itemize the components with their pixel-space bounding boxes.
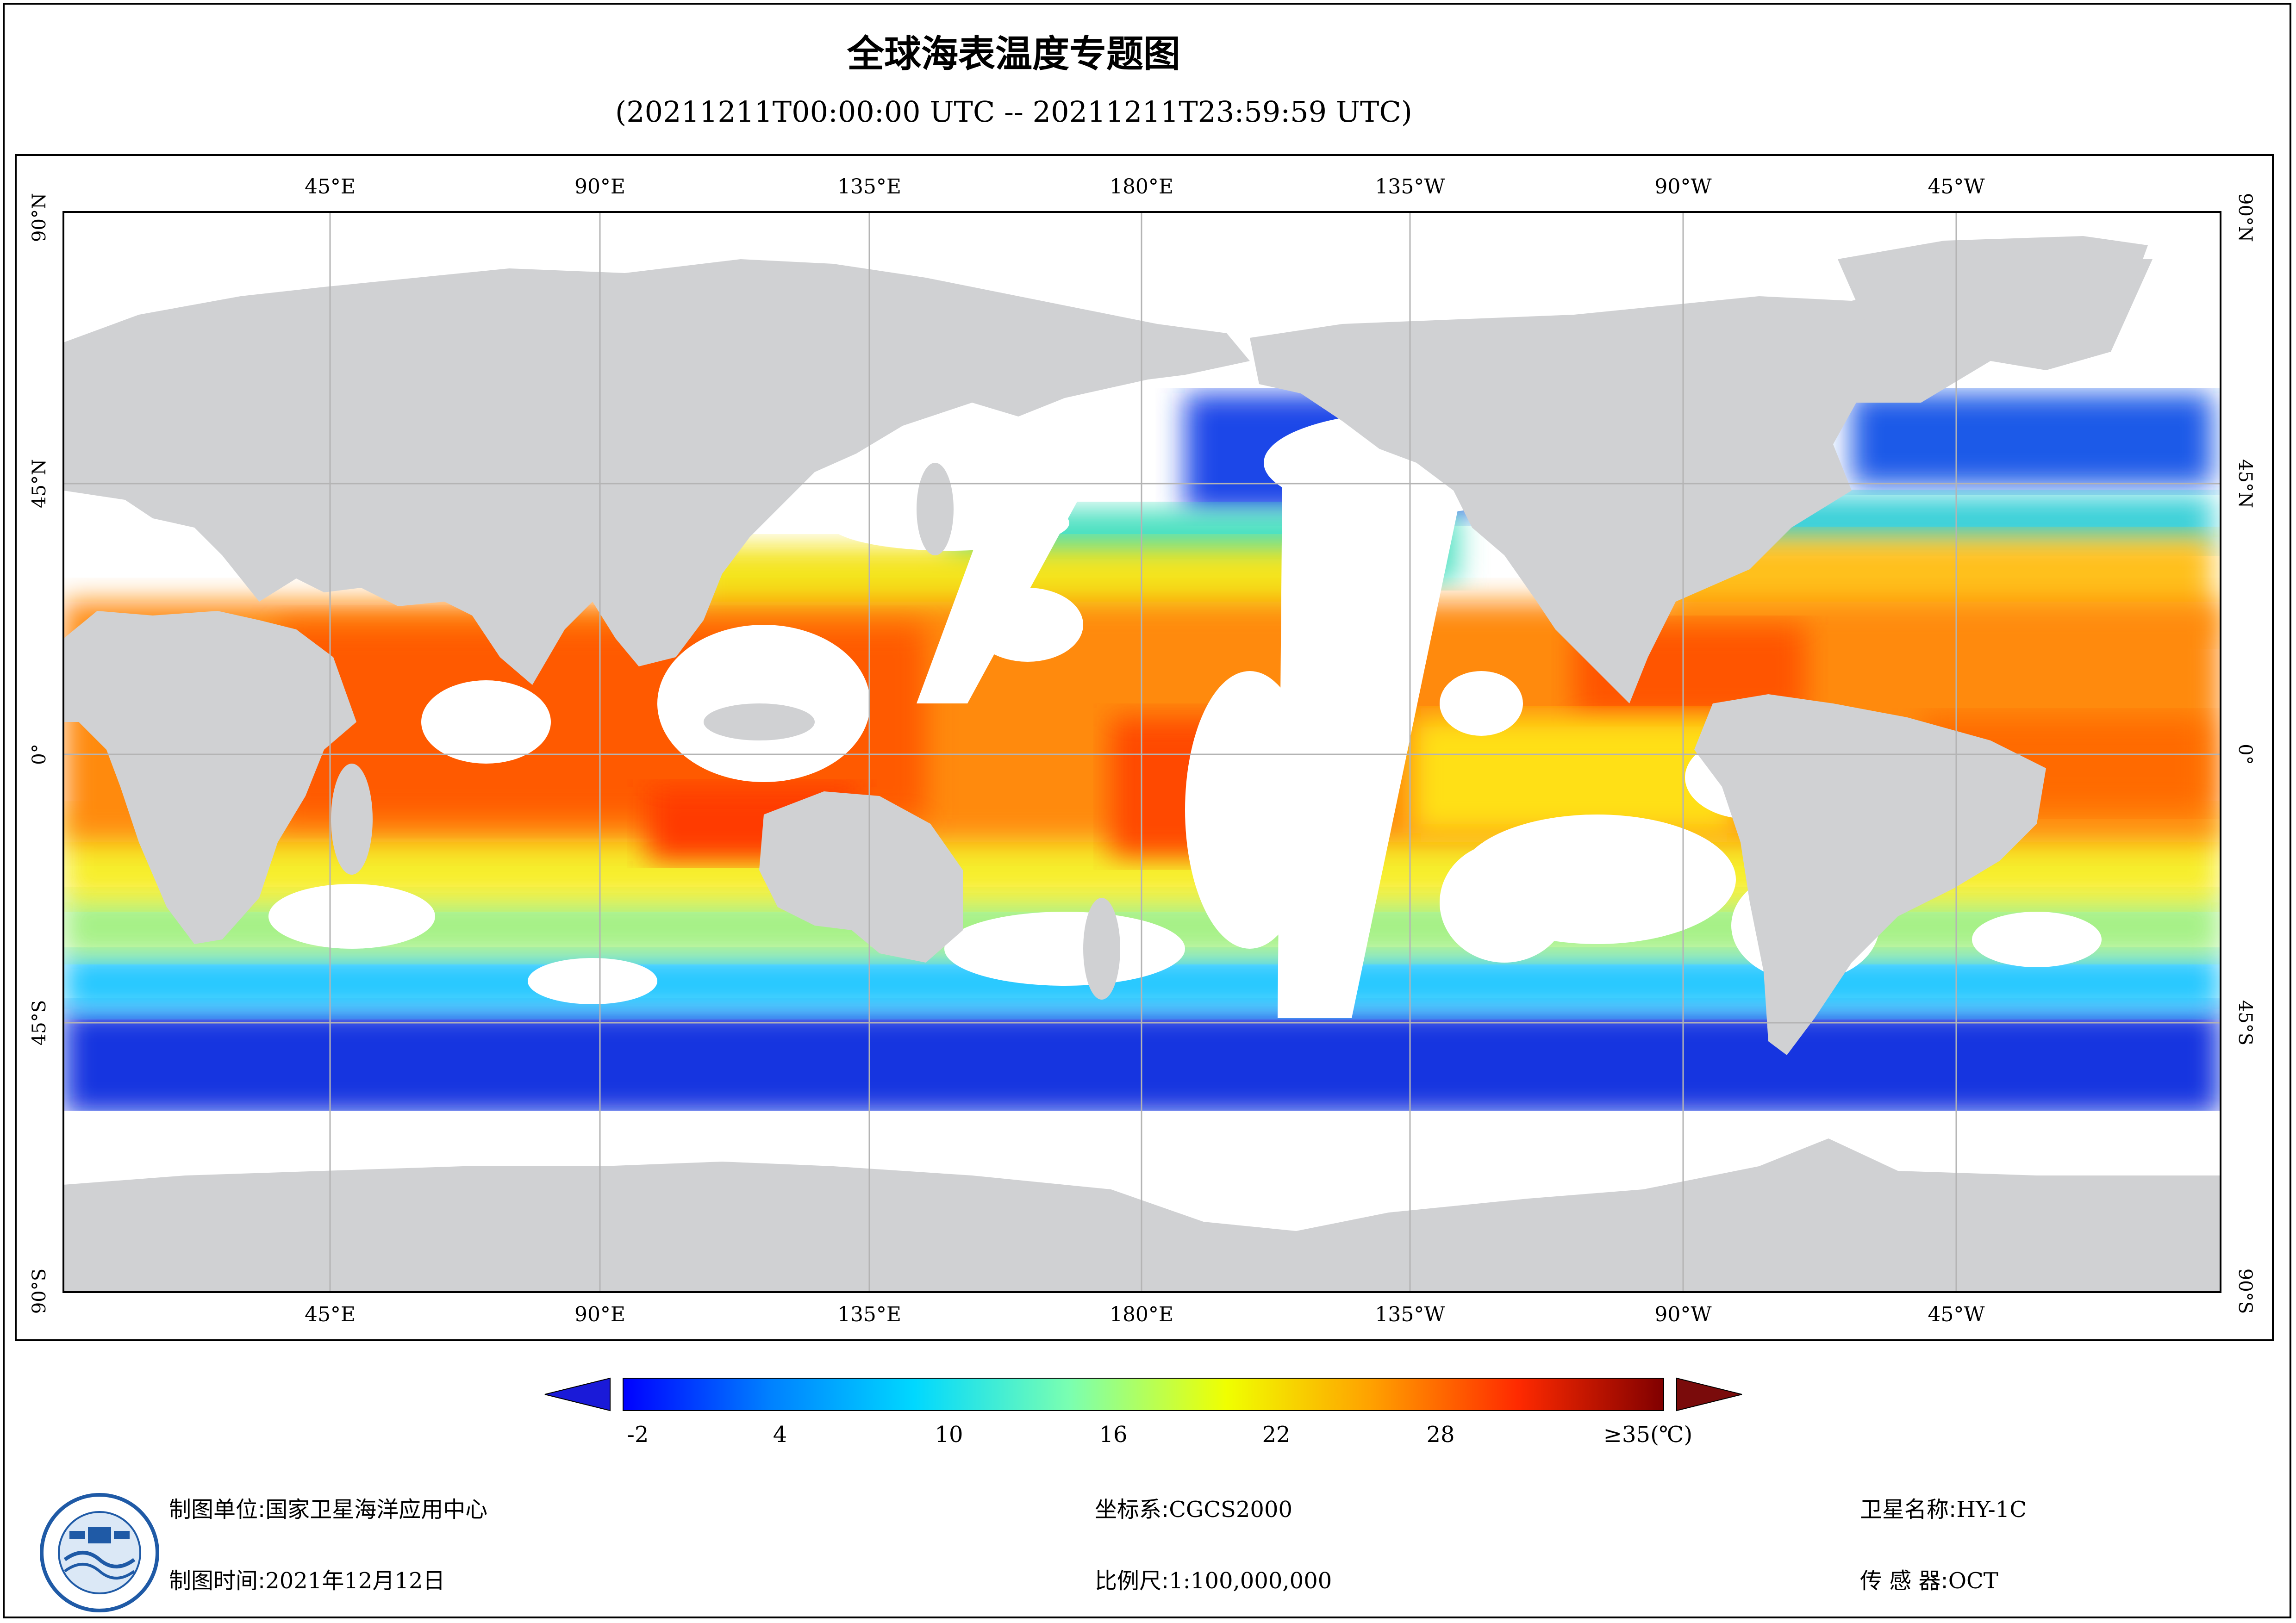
africa-land — [63, 611, 356, 944]
east-pacific-yellow — [1412, 717, 1736, 833]
lat-label-left: 90°N — [29, 193, 50, 242]
time-label: 制图时间: — [169, 1568, 266, 1594]
lon-label-top: 90°E — [574, 175, 626, 199]
lat-label-left: 0° — [29, 744, 50, 765]
madagascar-land — [331, 764, 373, 875]
lat-label-left: 45°S — [29, 1000, 50, 1046]
colorbar-gradient — [623, 1378, 1664, 1411]
australia-land — [759, 791, 963, 963]
lat-label-right: 45°N — [2234, 459, 2256, 508]
south-america-land — [1694, 694, 2046, 1055]
lat-label-right: 0° — [2234, 744, 2256, 765]
colorbar-under-arrow — [544, 1377, 611, 1412]
producer-value: 国家卫星海洋应用中心 — [265, 1497, 488, 1523]
lat-label-right: 90°N — [2234, 193, 2256, 242]
colorbar-over-arrow — [1676, 1377, 1742, 1412]
scale-value: 1:100,000,000 — [1169, 1568, 1332, 1594]
lon-label-bottom: 45°W — [1928, 1303, 1985, 1326]
scale-info: 比例尺:1:100,000,000 — [1095, 1562, 1332, 1595]
time-range-subtitle: (20211211T00:00:00 UTC -- 20211211T23:59… — [615, 95, 1412, 129]
greenland-land — [1838, 236, 2148, 370]
crs-info: 坐标系:CGCS2000 — [1095, 1491, 1292, 1524]
map-inner-border — [62, 211, 2221, 1293]
sensor-label: 传 感 器: — [1860, 1568, 1948, 1594]
lon-label-top: 135°W — [1375, 175, 1445, 199]
lon-label-bottom: 180°E — [1109, 1303, 1174, 1326]
colorbar — [544, 1377, 1742, 1412]
colorbar-tick: ≥35(℃) — [1603, 1422, 1693, 1448]
producer-info: 制图单位:国家卫星海洋应用中心 — [169, 1491, 487, 1524]
map-frame — [15, 154, 2274, 1341]
satellite-info: 卫星名称:HY-1C — [1860, 1491, 2027, 1524]
lon-label-bottom: 135°W — [1375, 1303, 1445, 1326]
indonesia-land — [704, 703, 815, 740]
lat-label-right: 45°S — [2234, 1000, 2256, 1046]
colorbar-tick: 4 — [773, 1422, 787, 1448]
page-border — [3, 3, 2291, 1618]
lon-label-bottom: 45°E — [304, 1303, 356, 1326]
colorbar-tick: 10 — [935, 1422, 963, 1448]
sensor-value: OCT — [1948, 1568, 1998, 1594]
japan-land — [917, 463, 954, 555]
lon-label-top: 45°W — [1928, 175, 1985, 199]
sensor-info: 传 感 器:OCT — [1860, 1562, 1998, 1595]
colorbar-tick: 22 — [1262, 1422, 1291, 1448]
lon-label-bottom: 90°E — [574, 1303, 626, 1326]
north-atlantic-cold — [1852, 393, 2213, 486]
new-zealand-land — [1083, 898, 1120, 1000]
crs-value: CGCS2000 — [1169, 1497, 1293, 1523]
colorbar-tick: 16 — [1099, 1422, 1128, 1448]
lon-label-bottom: 135°E — [837, 1303, 902, 1326]
land-layer — [63, 236, 2221, 1292]
graticule — [63, 212, 2221, 1292]
eurasia-land — [63, 259, 1250, 685]
time-value: 2021年12月12日 — [265, 1568, 445, 1594]
colorbar-tick: 28 — [1426, 1422, 1455, 1448]
lat-label-left: 90°S — [29, 1268, 50, 1314]
producer-label: 制图单位: — [169, 1497, 266, 1523]
lon-label-bottom: 90°W — [1654, 1303, 1712, 1326]
colorbar-tick: -2 — [627, 1422, 649, 1448]
orbit-gap-pacific — [1278, 486, 1463, 1018]
page-title: 全球海表温度专题图 — [847, 32, 1180, 75]
no-data-areas — [268, 389, 2102, 1018]
north-america-land — [1250, 259, 2152, 703]
satellite-label: 卫星名称: — [1860, 1497, 1957, 1523]
scale-label: 比例尺: — [1095, 1568, 1169, 1594]
lon-label-top: 180°E — [1109, 175, 1174, 199]
lat-label-right: 90°S — [2234, 1268, 2256, 1314]
satellite-value: HY-1C — [1956, 1497, 2027, 1523]
map-time-info: 制图时间:2021年12月12日 — [169, 1562, 445, 1595]
nsoas-logo-icon — [40, 1493, 159, 1612]
lon-label-top: 90°W — [1654, 175, 1712, 199]
uk-land — [74, 370, 111, 426]
lat-label-left: 45°N — [29, 459, 50, 508]
crs-label: 坐标系: — [1095, 1497, 1169, 1523]
lon-label-top: 135°E — [837, 175, 902, 199]
lon-label-top: 45°E — [304, 175, 356, 199]
